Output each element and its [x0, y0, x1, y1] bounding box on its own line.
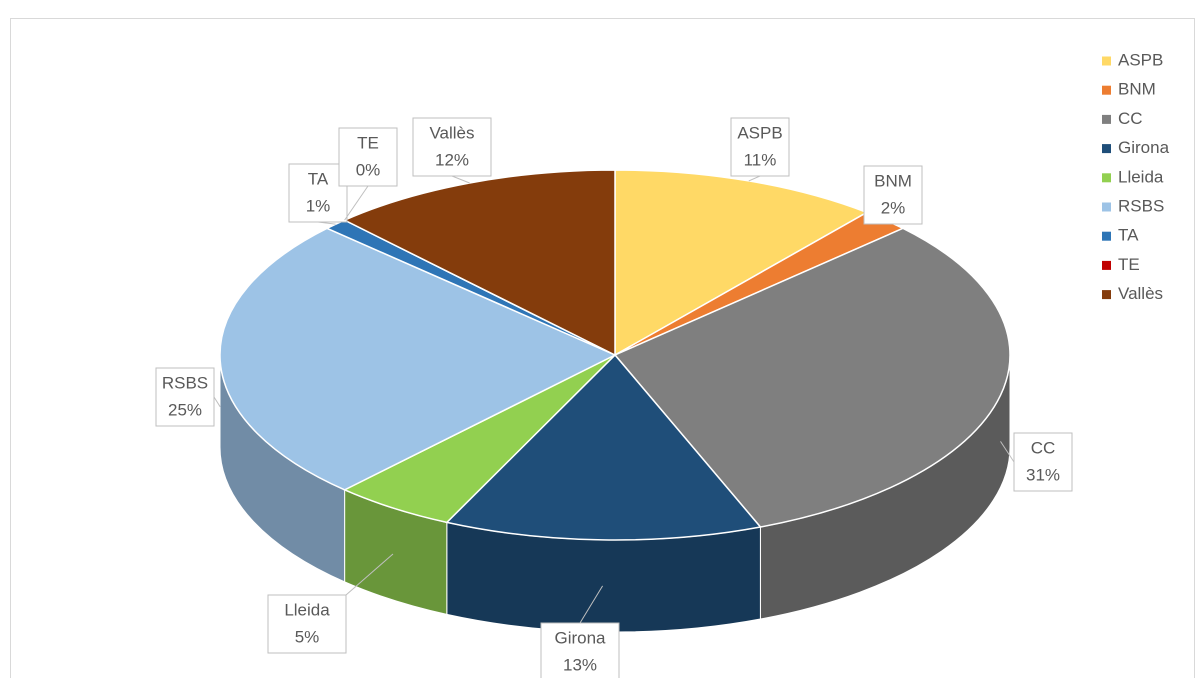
legend-label: Girona	[1118, 138, 1170, 157]
data-label-value: 13%	[563, 655, 597, 674]
data-label-name: TE	[357, 133, 379, 152]
data-label-value: 0%	[356, 160, 381, 179]
legend-label: Vallès	[1118, 284, 1163, 303]
slice	[342, 169, 616, 357]
data-label-value: 31%	[1026, 465, 1060, 484]
legend-label: CC	[1118, 109, 1143, 128]
label-box	[267, 594, 347, 654]
data-label-name: RSBS	[162, 373, 208, 392]
label-box	[338, 127, 398, 187]
label-box	[288, 163, 348, 223]
label-box	[863, 165, 923, 225]
legend-label: TE	[1118, 255, 1140, 274]
legend-swatch	[1102, 144, 1111, 154]
legend-label: BNM	[1118, 80, 1156, 99]
legend-label: Lleida	[1118, 167, 1164, 186]
label-box	[412, 117, 492, 177]
data-label-value: 2%	[881, 198, 906, 217]
leader-line	[213, 396, 221, 408]
legend-swatch	[1102, 290, 1111, 300]
data-label-value: 1%	[306, 196, 331, 215]
leader-line	[345, 553, 394, 596]
data-label-name: ASPB	[737, 123, 782, 142]
label-box	[730, 117, 790, 177]
legend-swatch	[1102, 260, 1111, 270]
legend-label: RSBS	[1118, 196, 1164, 215]
data-label-name: Girona	[554, 628, 606, 647]
data-label-name: Vallès	[429, 123, 474, 142]
legend-swatch	[1102, 231, 1111, 241]
slice	[445, 353, 762, 541]
data-label-name: Lleida	[284, 600, 330, 619]
slice	[614, 169, 869, 357]
leader-line	[1000, 441, 1015, 463]
label-box	[155, 367, 215, 427]
data-label-name: BNM	[874, 171, 912, 190]
label-box	[540, 622, 620, 678]
legend-swatch	[1102, 173, 1111, 183]
leader-line	[344, 185, 369, 221]
slice	[613, 227, 1011, 528]
legend-swatch	[1102, 202, 1111, 212]
legend-label: TA	[1118, 226, 1139, 245]
leader-line	[579, 585, 604, 624]
data-label-name: TA	[308, 169, 329, 188]
data-label-value: 11%	[744, 150, 777, 169]
leader-line	[748, 175, 761, 182]
label-box	[1013, 432, 1073, 492]
data-label-value: 12%	[435, 150, 469, 169]
slice	[219, 227, 617, 491]
data-label-value: 5%	[295, 627, 320, 646]
legend-swatch	[1102, 85, 1111, 95]
legend-swatch	[1102, 56, 1111, 66]
data-label-name: CC	[1031, 438, 1056, 457]
legend-label: ASPB	[1118, 50, 1163, 69]
leader-line	[451, 175, 470, 184]
legend-swatch	[1102, 114, 1111, 124]
data-label-value: 25%	[168, 400, 202, 419]
